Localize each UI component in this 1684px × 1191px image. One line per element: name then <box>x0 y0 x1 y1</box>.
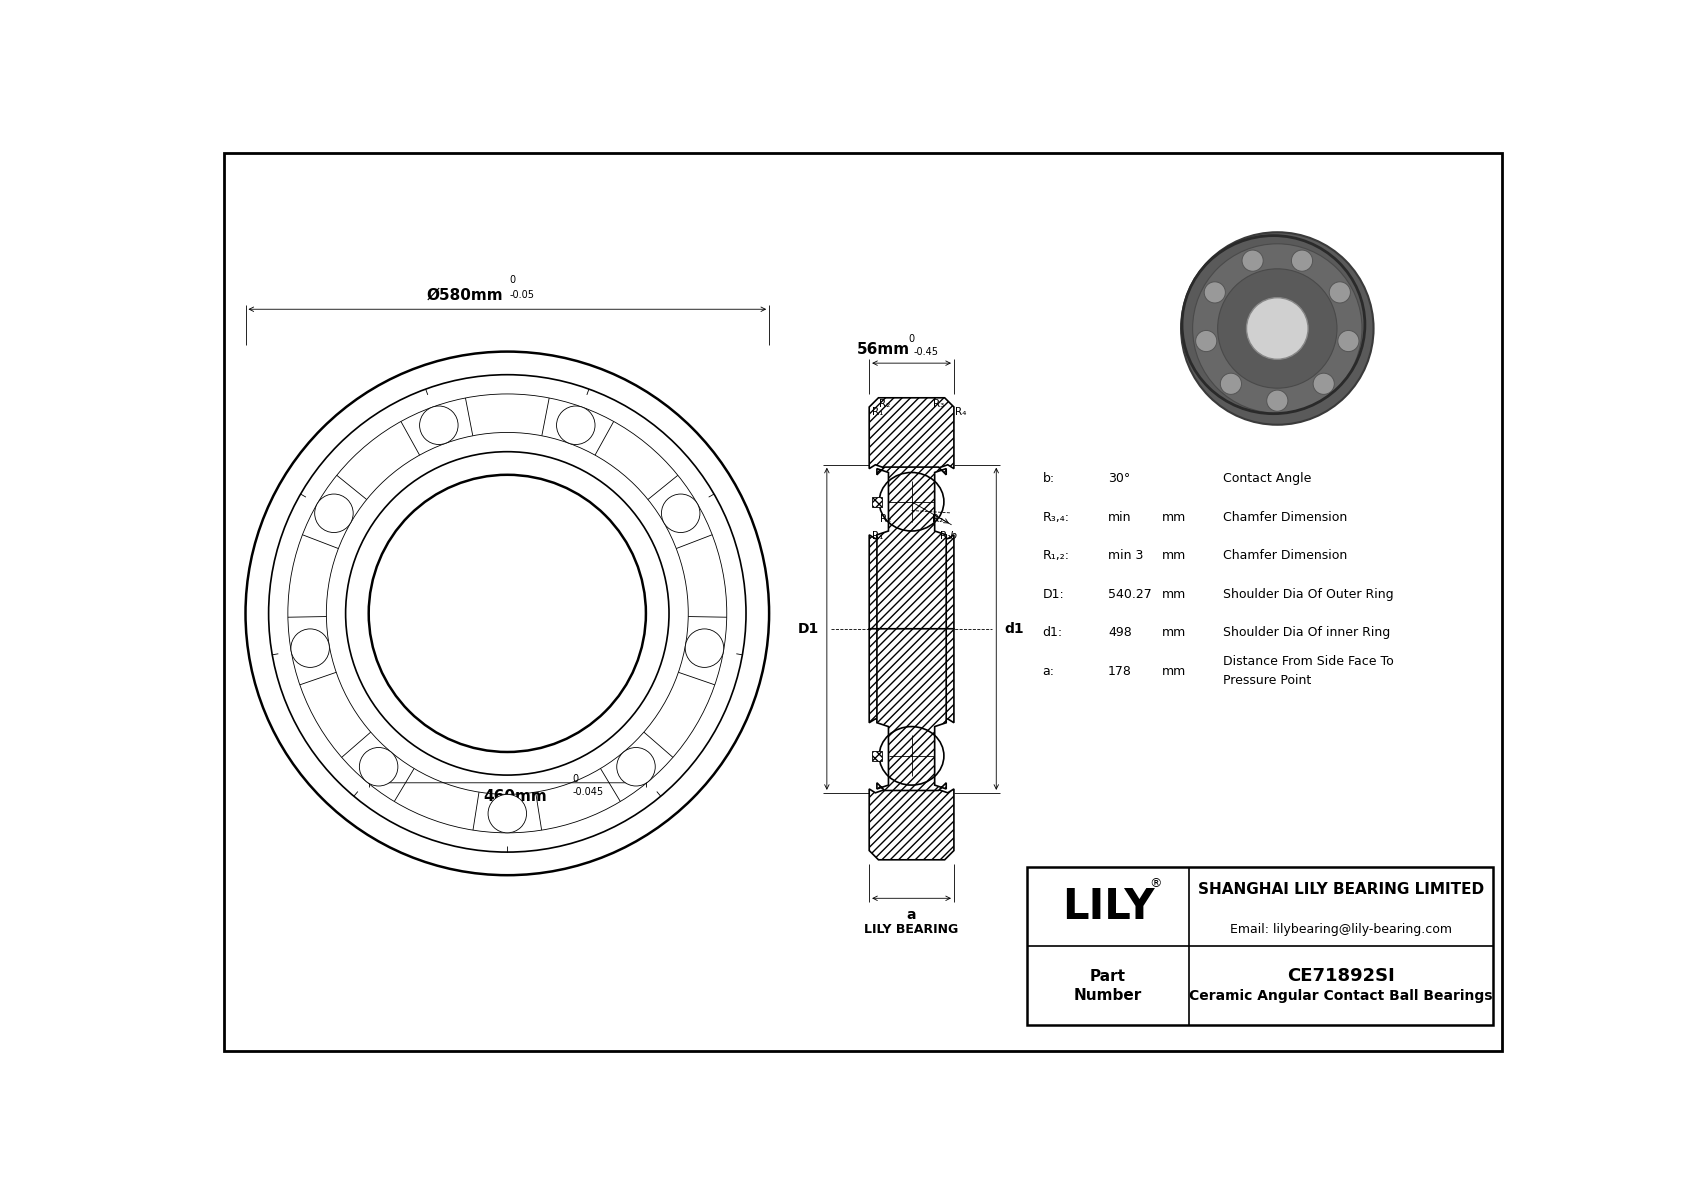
Text: Shoulder Dia Of Outer Ring: Shoulder Dia Of Outer Ring <box>1223 587 1394 600</box>
Text: Distance From Side Face To: Distance From Side Face To <box>1223 655 1394 668</box>
Text: 0: 0 <box>510 275 515 285</box>
Text: R₄: R₄ <box>955 406 967 417</box>
Circle shape <box>556 406 594 444</box>
Circle shape <box>488 794 527 833</box>
Text: R₁,₂:: R₁,₂: <box>1042 549 1069 562</box>
Text: min: min <box>1108 511 1132 524</box>
Text: mm: mm <box>1162 587 1186 600</box>
Circle shape <box>1204 282 1226 303</box>
Text: R₁: R₁ <box>940 531 951 542</box>
Polygon shape <box>877 629 946 791</box>
Text: 498: 498 <box>1108 626 1132 640</box>
Circle shape <box>1266 391 1288 411</box>
Text: Number: Number <box>1074 987 1142 1003</box>
Text: ®: ® <box>1150 878 1162 891</box>
Text: 0: 0 <box>573 774 579 785</box>
Text: mm: mm <box>1162 549 1186 562</box>
Circle shape <box>1337 330 1359 351</box>
Text: D1: D1 <box>798 622 818 636</box>
Circle shape <box>616 748 655 786</box>
Text: b: b <box>950 531 957 541</box>
Text: mm: mm <box>1162 511 1186 524</box>
Text: D1:: D1: <box>1042 587 1064 600</box>
Text: LILY BEARING: LILY BEARING <box>864 923 958 936</box>
Circle shape <box>1329 282 1351 303</box>
Text: LILY: LILY <box>1061 886 1154 928</box>
Text: Chamfer Dimension: Chamfer Dimension <box>1223 511 1347 524</box>
Text: R₃,₄:: R₃,₄: <box>1042 511 1069 524</box>
Polygon shape <box>869 398 953 629</box>
Circle shape <box>662 494 701 532</box>
Text: -0.045: -0.045 <box>573 786 605 797</box>
Text: mm: mm <box>1162 626 1186 640</box>
Text: Part: Part <box>1090 969 1127 984</box>
Text: a:: a: <box>1042 665 1054 678</box>
Text: R₁: R₁ <box>872 406 882 417</box>
Text: 178: 178 <box>1108 665 1132 678</box>
Text: -0.05: -0.05 <box>510 289 534 300</box>
Bar <box>872 750 882 761</box>
Text: Chamfer Dimension: Chamfer Dimension <box>1223 549 1347 562</box>
Text: CE71892SI: CE71892SI <box>1287 967 1394 985</box>
Text: -0.45: -0.45 <box>913 347 938 357</box>
Circle shape <box>419 406 458 444</box>
Text: 0: 0 <box>908 333 914 344</box>
Circle shape <box>1196 330 1218 351</box>
Text: d1: d1 <box>1004 622 1024 636</box>
Text: R₂: R₂ <box>931 513 943 524</box>
Text: R₂: R₂ <box>879 399 891 409</box>
Text: R₂: R₂ <box>881 513 891 524</box>
Text: R₃: R₃ <box>933 399 945 409</box>
Bar <box>872 497 882 506</box>
Circle shape <box>1292 250 1312 272</box>
Polygon shape <box>877 467 946 629</box>
Text: SHANGHAI LILY BEARING LIMITED: SHANGHAI LILY BEARING LIMITED <box>1197 881 1484 897</box>
Circle shape <box>315 494 354 532</box>
Text: min 3: min 3 <box>1108 549 1143 562</box>
Circle shape <box>291 629 330 667</box>
Circle shape <box>1180 232 1374 425</box>
Polygon shape <box>869 629 953 860</box>
Circle shape <box>1221 373 1241 394</box>
Circle shape <box>1218 269 1337 388</box>
Text: d1:: d1: <box>1042 626 1063 640</box>
Bar <box>1027 867 1494 1025</box>
Text: Ø580mm: Ø580mm <box>426 288 504 303</box>
Text: 30°: 30° <box>1108 472 1130 485</box>
Text: Contact Angle: Contact Angle <box>1223 472 1312 485</box>
Text: R₁: R₁ <box>872 531 882 542</box>
Text: 540.27: 540.27 <box>1108 587 1152 600</box>
Text: Shoulder Dia Of inner Ring: Shoulder Dia Of inner Ring <box>1223 626 1391 640</box>
Circle shape <box>1243 250 1263 272</box>
Text: mm: mm <box>1162 665 1186 678</box>
Text: Pressure Point: Pressure Point <box>1223 674 1312 687</box>
Text: b:: b: <box>1042 472 1054 485</box>
Circle shape <box>1192 244 1362 413</box>
Text: 460mm: 460mm <box>483 788 547 804</box>
Text: a: a <box>906 908 916 922</box>
Text: Ceramic Angular Contact Ball Bearings: Ceramic Angular Contact Ball Bearings <box>1189 989 1492 1003</box>
Circle shape <box>685 629 724 667</box>
Text: Email: lilybearing@lily-bearing.com: Email: lilybearing@lily-bearing.com <box>1229 923 1452 936</box>
Text: 56mm: 56mm <box>857 342 909 357</box>
Circle shape <box>1314 373 1334 394</box>
Circle shape <box>1246 298 1308 360</box>
Circle shape <box>359 748 397 786</box>
